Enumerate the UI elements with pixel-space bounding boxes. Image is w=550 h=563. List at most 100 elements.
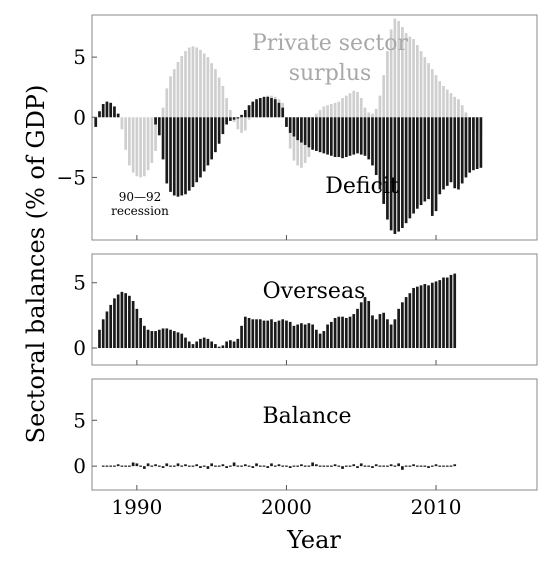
balance-bar <box>120 465 124 467</box>
private-sector-bar <box>423 57 427 118</box>
balance-bar <box>150 465 154 467</box>
overseas-bar <box>374 319 378 349</box>
private-sector-bar <box>460 105 464 118</box>
overseas-bar <box>191 344 195 349</box>
private-sector-bar <box>199 49 202 118</box>
private-sector-bar <box>367 112 371 118</box>
balance-bar <box>445 465 449 467</box>
balance-bar <box>229 465 232 467</box>
private-sector-bar <box>427 63 430 118</box>
deficit-bar <box>333 117 337 157</box>
balance-bar <box>236 465 240 467</box>
overseas-bar <box>315 329 318 349</box>
x-tick-label: 2000 <box>261 495 312 519</box>
overseas-bar <box>105 311 109 349</box>
balance-bar <box>105 465 109 467</box>
deficit-bar <box>243 110 247 118</box>
private-sector-bar <box>359 98 363 118</box>
balance-bar <box>348 465 352 467</box>
balance-bar <box>371 466 374 468</box>
balance-bar <box>214 465 217 467</box>
balance-bar <box>225 466 228 468</box>
balance-bar <box>109 465 113 467</box>
private-sector-bar <box>154 117 157 151</box>
overseas-bar <box>232 341 236 349</box>
private-sector-bar <box>243 117 247 131</box>
x-tick-labels: 1990 2000 2010 <box>111 235 461 519</box>
private-sector-bar <box>378 95 382 118</box>
deficit-bar <box>329 117 333 156</box>
deficit-bar <box>187 117 191 191</box>
overseas-bar <box>363 297 367 349</box>
overseas-bar <box>367 301 371 349</box>
private-sector-bar <box>449 93 453 118</box>
balance-bar <box>285 465 288 467</box>
overseas-bar <box>165 328 169 349</box>
overseas-bar <box>243 316 247 349</box>
deficit-bar <box>184 117 187 195</box>
private-sector-bar <box>386 51 389 118</box>
annotation-deficit: Deficit <box>325 174 399 199</box>
deficit-bar <box>318 117 322 153</box>
private-sector-bar <box>389 29 393 118</box>
deficit-bar <box>356 117 359 154</box>
deficit-bar <box>438 117 442 195</box>
overseas-bar <box>389 324 393 349</box>
x-tick-label: 2010 <box>411 495 462 519</box>
x-axis-title: Year <box>286 526 341 554</box>
balance-bar <box>101 465 105 467</box>
overseas-bar <box>438 280 442 349</box>
private-sector-bar <box>412 39 415 118</box>
deficit-bar <box>214 117 217 153</box>
deficit-bar <box>154 117 157 125</box>
deficit-bar <box>397 117 400 232</box>
overseas-bar <box>386 319 389 349</box>
overseas-bar <box>427 285 430 349</box>
balance-bar <box>243 464 247 467</box>
overseas-bar <box>113 298 116 349</box>
panel-label-balance: Balance <box>263 404 352 429</box>
deficit-bar <box>367 117 371 160</box>
overseas-bar <box>255 319 258 349</box>
private-sector-bar <box>292 117 296 161</box>
overseas-bar <box>98 329 101 349</box>
deficit-bar <box>322 117 326 154</box>
overseas-bar <box>273 321 277 349</box>
balance-bar <box>404 465 408 467</box>
private-sector-bar <box>363 107 367 118</box>
private-sector-bar <box>356 92 359 118</box>
overseas-bar <box>247 317 251 349</box>
private-sector-bar <box>161 107 165 118</box>
overseas-bar <box>281 319 285 349</box>
private-sector-bar <box>442 85 445 118</box>
private-sector-bar <box>176 61 180 118</box>
balance-bar <box>300 464 303 467</box>
deficit-bar <box>479 117 483 168</box>
overseas-bar <box>445 277 449 349</box>
y-tick-label: 5 <box>73 271 86 295</box>
balance-bar <box>303 465 307 467</box>
balance-bar <box>128 465 131 467</box>
private-sector-bar <box>229 110 232 118</box>
balance-bar <box>292 465 296 467</box>
private-sector-bar <box>382 75 386 118</box>
deficit-bar <box>472 117 475 171</box>
private-sector-bar <box>315 113 318 118</box>
balance-bar <box>333 464 337 467</box>
overseas-bar <box>131 301 135 349</box>
overseas-bar <box>329 321 333 349</box>
overseas-bar <box>401 302 404 349</box>
deficit-bar <box>172 117 176 196</box>
deficit-bar <box>412 117 415 214</box>
overseas-bar <box>206 338 210 349</box>
balance-bar <box>311 462 314 467</box>
overseas-bar <box>195 341 199 349</box>
private-sector-bar <box>401 27 404 118</box>
balance-bar <box>184 464 187 467</box>
balance-bar <box>169 465 172 467</box>
private-sector-bar <box>124 117 127 150</box>
deficit-bar <box>266 96 270 118</box>
balance-bar <box>438 465 442 467</box>
deficit-bar <box>382 117 386 204</box>
balance-bar <box>258 465 262 467</box>
